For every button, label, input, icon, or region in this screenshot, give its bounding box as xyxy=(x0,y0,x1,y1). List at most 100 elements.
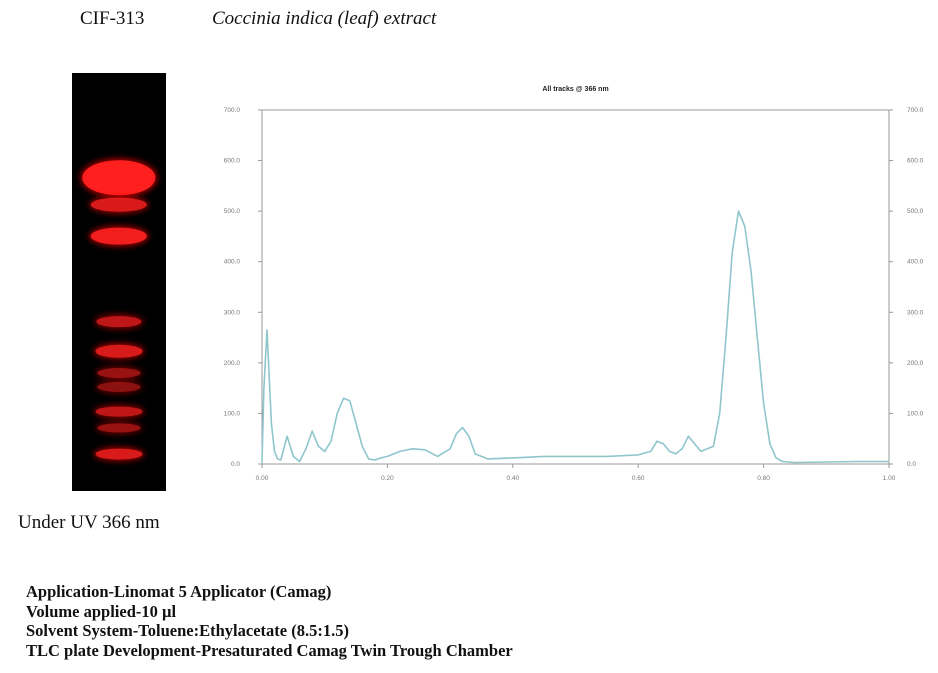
x-tick-label: 0.20 xyxy=(381,475,394,482)
data-point xyxy=(756,337,758,339)
data-point xyxy=(825,461,827,463)
tlc-band-1 xyxy=(82,159,156,196)
tlc-band-7 xyxy=(97,382,141,393)
data-point xyxy=(637,454,639,456)
data-point xyxy=(342,397,345,399)
y-tick-label-right: 200.0 xyxy=(907,360,924,367)
data-point xyxy=(263,387,265,389)
data-point xyxy=(700,450,702,452)
data-point xyxy=(543,455,545,457)
data-point xyxy=(273,450,276,452)
data-point xyxy=(361,445,363,447)
y-tick-label-right: 400.0 xyxy=(907,259,924,266)
y-tick-label-left: 300.0 xyxy=(224,309,241,316)
info-volume: Volume applied-10 µl xyxy=(26,601,177,621)
tlc-plate-image xyxy=(72,73,166,491)
data-point xyxy=(857,460,859,463)
data-point xyxy=(712,445,714,447)
tlc-band-8 xyxy=(95,406,143,418)
data-point xyxy=(769,443,771,445)
y-tick-label-left: 0.0 xyxy=(231,461,240,468)
data-point xyxy=(411,448,414,450)
data-point xyxy=(286,435,288,437)
x-tick-label: 0.40 xyxy=(506,475,519,482)
data-point xyxy=(763,402,765,404)
info-development: TLC plate Development-Presaturated Camag… xyxy=(26,640,513,660)
data-point xyxy=(888,460,890,463)
data-point xyxy=(731,251,733,253)
tlc-band-2 xyxy=(90,197,148,212)
y-tick-label-left: 700.0 xyxy=(224,107,241,114)
tlc-band-6 xyxy=(97,368,141,379)
densitogram-chart: All tracks @ 366 nm 0.0 100.0 200.0 300.0 400… xyxy=(205,76,938,496)
y-tick-label-right: 300.0 xyxy=(907,309,924,316)
extract-title: Coccinia indica (leaf) extract xyxy=(212,8,437,29)
data-point xyxy=(675,453,677,455)
data-point xyxy=(669,450,671,452)
data-point xyxy=(474,453,476,455)
data-point xyxy=(277,458,279,460)
data-point xyxy=(650,450,652,452)
y-tick-label-right: 500.0 xyxy=(907,208,924,215)
data-point xyxy=(330,440,332,442)
y-tick-label-right: 700.0 xyxy=(907,107,924,114)
data-point xyxy=(574,455,577,457)
data-point xyxy=(781,460,784,463)
data-point xyxy=(606,455,608,457)
sample-code: CIF-313 xyxy=(80,8,145,29)
chart-title: All tracks @ 366 nm xyxy=(542,86,608,93)
data-point xyxy=(317,445,319,447)
data-point xyxy=(355,422,357,425)
data-point xyxy=(299,460,301,463)
data-point xyxy=(324,450,326,452)
data-point xyxy=(374,459,376,461)
data-point xyxy=(662,443,664,445)
data-point xyxy=(794,461,796,464)
tlc-band-9 xyxy=(97,423,141,433)
data-point xyxy=(393,453,395,455)
data-point xyxy=(280,459,282,461)
x-tick-label: 0.80 xyxy=(757,475,770,482)
data-point xyxy=(468,435,470,437)
data-point xyxy=(399,450,401,452)
data-point xyxy=(311,430,313,432)
y-tick-label-left: 600.0 xyxy=(224,158,241,165)
data-point xyxy=(719,412,721,414)
data-point xyxy=(336,412,338,414)
data-point xyxy=(424,449,426,451)
data-point xyxy=(380,457,382,459)
data-point xyxy=(292,455,294,457)
method-info: Application-Linomat 5 Applicator (Camag)… xyxy=(26,582,513,660)
densitogram-line-1 xyxy=(261,210,889,464)
data-point xyxy=(750,271,752,273)
x-tick-label: 0.60 xyxy=(632,475,645,482)
data-point xyxy=(462,427,464,429)
data-point xyxy=(737,210,740,212)
data-point xyxy=(437,455,439,457)
info-application: Application-Linomat 5 Applicator (Camag) xyxy=(26,582,332,601)
x-tick-label: 1.00 xyxy=(883,475,896,482)
data-point xyxy=(512,457,514,459)
data-point xyxy=(266,329,268,331)
plot-frame xyxy=(261,109,890,465)
data-point xyxy=(487,458,489,460)
data-point xyxy=(368,458,370,460)
data-point xyxy=(775,457,777,459)
data-point xyxy=(656,440,658,442)
data-point xyxy=(687,435,689,437)
y-tick-label-left: 100.0 xyxy=(224,410,241,417)
tlc-band-10 xyxy=(95,448,143,460)
y-tick-label-left: 500.0 xyxy=(224,208,241,215)
y-tick-label-right: 600.0 xyxy=(907,158,924,165)
y-tick-label-right: 100.0 xyxy=(907,410,924,417)
y-tick-label-right: 0.0 xyxy=(907,461,916,468)
tlc-band-3 xyxy=(90,227,148,245)
x-tick-label: 0.00 xyxy=(256,475,269,482)
data-point xyxy=(349,400,351,402)
tlc-band-4 xyxy=(96,315,142,328)
data-point xyxy=(744,225,746,227)
uv-caption: Under UV 366 nm xyxy=(18,512,160,533)
data-point xyxy=(455,433,457,435)
data-point xyxy=(725,337,727,339)
data-point xyxy=(270,422,272,425)
